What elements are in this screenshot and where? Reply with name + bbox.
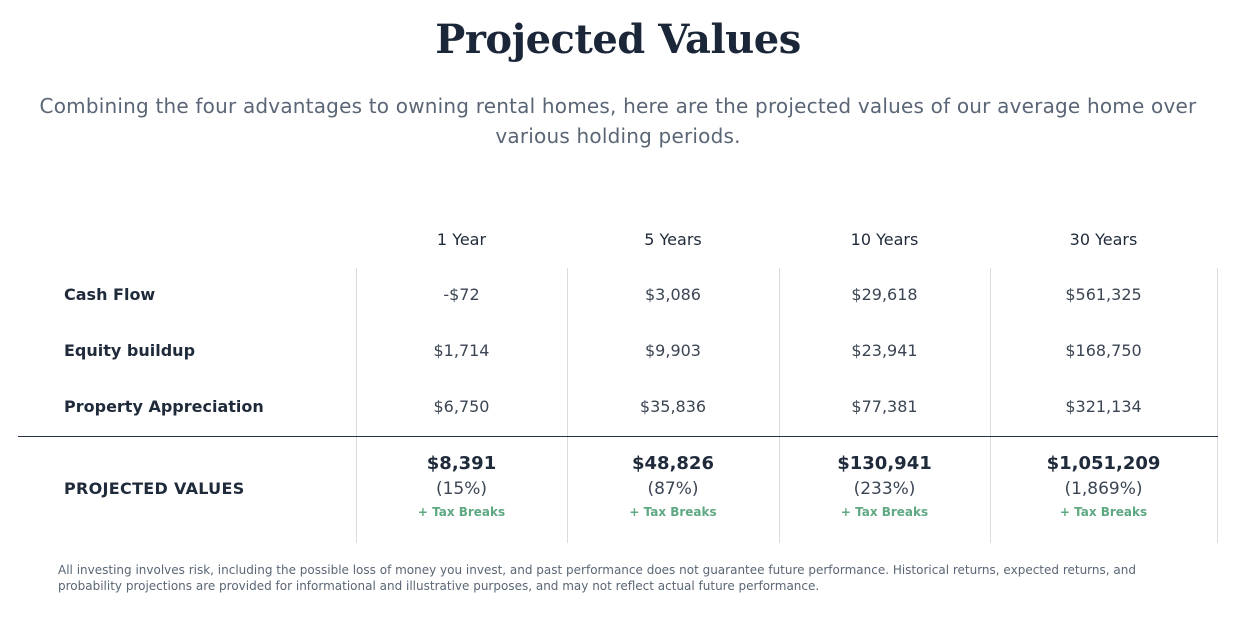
total-value: $8,391 xyxy=(426,453,497,474)
cell-cash-flow-30-years: $561,325 xyxy=(1065,285,1142,304)
page-title: Projected Values xyxy=(435,16,801,63)
column-header-1-year: 1 Year xyxy=(436,230,487,249)
cell-appreciation-10-years: $77,381 xyxy=(851,397,918,416)
total-percent: (233%) xyxy=(853,479,916,499)
disclaimer-text: All investing involves risk, including t… xyxy=(58,563,1136,593)
row-label-property-appreciation: Property Appreciation xyxy=(64,397,264,416)
column-divider xyxy=(356,268,357,543)
cell-equity-5-years: $9,903 xyxy=(645,341,701,360)
cell-cash-flow-5-years: $3,086 xyxy=(645,285,701,304)
column-divider xyxy=(567,268,568,543)
column-divider xyxy=(1217,268,1218,543)
cell-appreciation-30-years: $321,134 xyxy=(1065,397,1142,416)
total-divider xyxy=(18,436,1218,437)
total-value: $130,941 xyxy=(837,453,932,474)
total-cell-5-years: $48,826 (87%) + Tax Breaks xyxy=(567,452,779,522)
column-divider xyxy=(990,268,991,543)
cell-equity-30-years: $168,750 xyxy=(1065,341,1142,360)
column-header-30-years: 30 Years xyxy=(1069,230,1138,249)
total-percent: (15%) xyxy=(435,479,488,499)
row-label-equity-buildup: Equity buildup xyxy=(64,341,196,360)
page-subtitle: Combining the four advantages to owning … xyxy=(39,94,1197,148)
total-percent: (87%) xyxy=(647,479,699,499)
tax-breaks-note: + Tax Breaks xyxy=(629,505,717,519)
cell-cash-flow-1-year: -$72 xyxy=(443,285,480,304)
total-row-label: PROJECTED VALUES xyxy=(64,479,245,498)
cell-cash-flow-10-years: $29,618 xyxy=(851,285,918,304)
total-cell-30-years: $1,051,209 (1,869%) + Tax Breaks xyxy=(990,452,1217,522)
cell-appreciation-1-year: $6,750 xyxy=(433,397,490,416)
tax-breaks-note: + Tax Breaks xyxy=(1059,505,1148,519)
total-cell-1-year: $8,391 (15%) + Tax Breaks xyxy=(356,452,567,522)
cell-equity-1-year: $1,714 xyxy=(433,341,490,360)
projected-values-table: 1 Year 5 Years 10 Years 30 Years Cash Fl… xyxy=(18,215,1218,545)
column-divider xyxy=(779,268,780,543)
row-label-cash-flow: Cash Flow xyxy=(64,285,156,304)
column-header-5-years: 5 Years xyxy=(644,230,702,249)
cell-appreciation-5-years: $35,836 xyxy=(639,397,707,416)
total-value: $48,826 xyxy=(632,453,714,474)
total-cell-10-years: $130,941 (233%) + Tax Breaks xyxy=(779,452,990,522)
tax-breaks-note: + Tax Breaks xyxy=(840,505,929,519)
cell-equity-10-years: $23,941 xyxy=(851,341,918,360)
tax-breaks-note: + Tax Breaks xyxy=(417,505,506,519)
total-percent: (1,869%) xyxy=(1064,479,1143,499)
total-value: $1,051,209 xyxy=(1046,453,1161,474)
column-header-10-years: 10 Years xyxy=(850,230,919,249)
